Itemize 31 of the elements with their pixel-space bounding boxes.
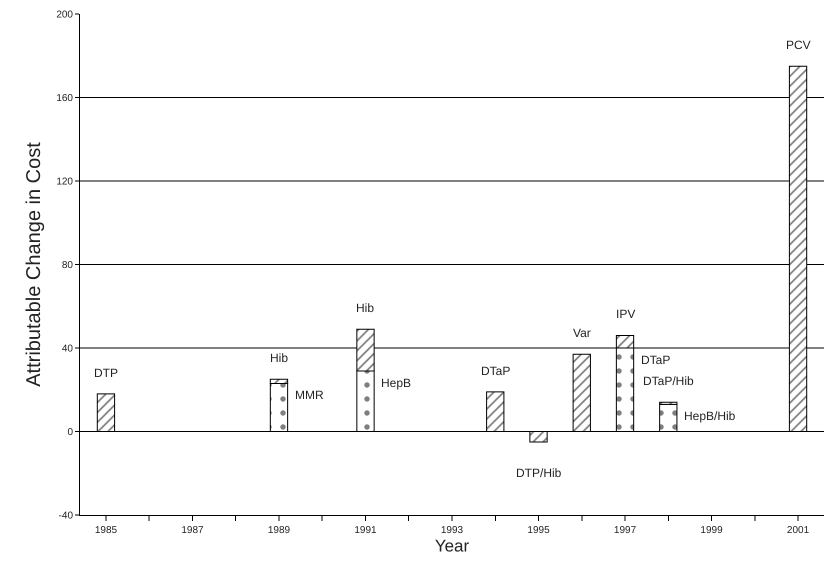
y-tick-label: 0 [67,427,74,438]
y-tick-label: 200 [56,10,74,20]
x-tick-label: 1991 [354,525,378,536]
x-tick-label: 1997 [614,525,637,536]
x-axis-title: Year [434,536,470,556]
annotation: DTaP/Hib [643,374,694,388]
annotation: HepB/Hib [684,409,736,423]
x-tick-label: 1985 [94,525,118,536]
annotation: PCV [786,38,811,52]
y-axis-title: Attributable Change in Cost [22,142,45,387]
y-tick-label: 40 [62,344,74,354]
x-tick-label: 1989 [268,525,291,536]
annotation: DTaP [481,364,510,378]
annotation: Hib [270,351,288,365]
x-tick-label: 1993 [440,525,464,536]
y-tick-label: 120 [56,176,74,188]
y-tick-label: 80 [62,260,74,271]
annotation: MMR [295,388,324,402]
x-tick-label: 1987 [181,525,204,536]
annotation: DTP/Hib [516,466,562,480]
x-tick-label: 2001 [786,525,810,536]
annotation: DTP [94,366,118,380]
annotation: Var [573,326,591,340]
x-tick-label: 1999 [700,525,724,536]
y-tick-label: -40 [58,510,74,522]
annotation: IPV [616,307,636,321]
annotation: HepB [381,376,412,390]
annotation: Hib [356,301,374,315]
x-tick-label: 1995 [527,525,550,536]
y-tick-label: 160 [56,93,74,104]
annotation: DTaP [641,353,670,367]
